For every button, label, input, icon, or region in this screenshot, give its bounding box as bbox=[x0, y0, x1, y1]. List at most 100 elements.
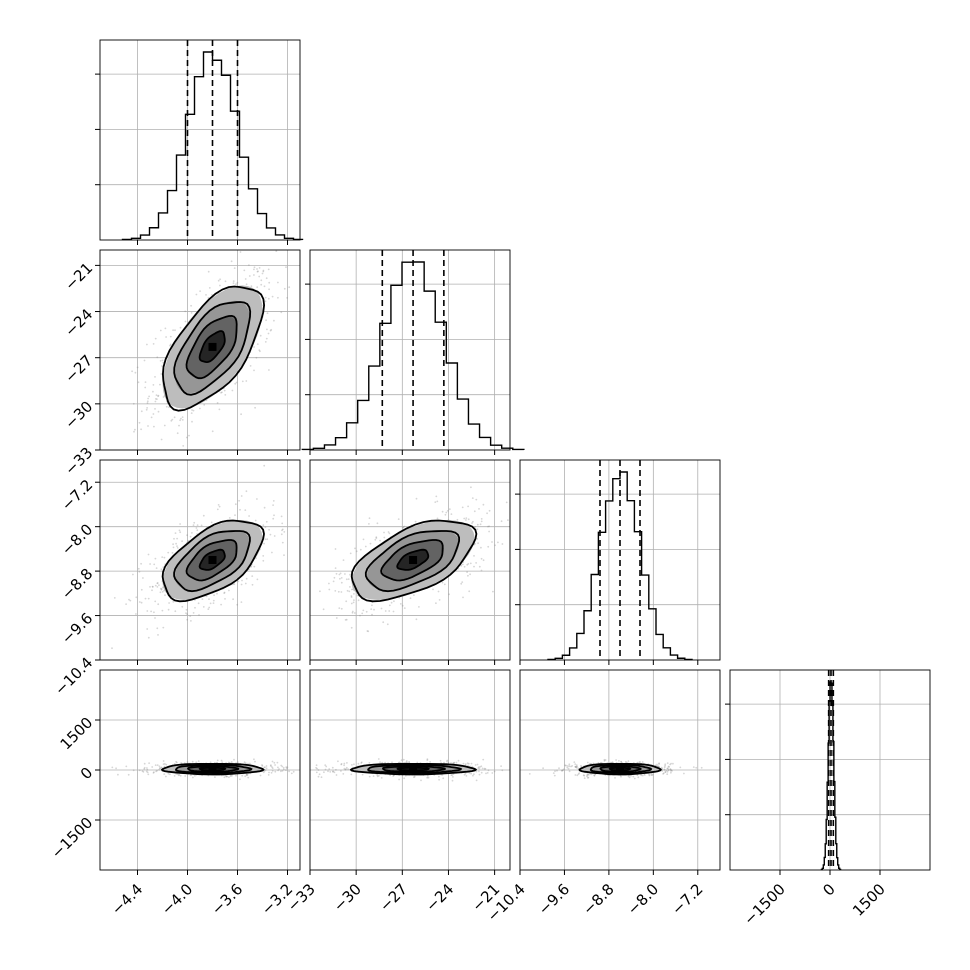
sample-point bbox=[337, 760, 339, 763]
sample-point bbox=[205, 294, 207, 296]
sample-point bbox=[337, 590, 340, 593]
sample-point bbox=[135, 596, 138, 599]
sample-point bbox=[219, 278, 222, 281]
sample-point bbox=[401, 604, 404, 607]
contour-level-0 bbox=[198, 548, 226, 571]
sample-point bbox=[132, 769, 135, 772]
sample-point bbox=[463, 773, 466, 776]
sample-point bbox=[586, 775, 588, 778]
sample-point bbox=[133, 430, 135, 433]
sample-point bbox=[145, 770, 148, 773]
sample-point bbox=[146, 402, 149, 404]
sample-point bbox=[245, 774, 248, 777]
sample-point bbox=[220, 603, 223, 606]
sample-point bbox=[228, 776, 230, 779]
sample-point bbox=[256, 343, 259, 345]
sample-point bbox=[239, 251, 242, 253]
sample-point bbox=[171, 552, 174, 554]
sample-point bbox=[456, 518, 459, 521]
sample-point bbox=[273, 319, 275, 322]
x-tick-label: −24 bbox=[422, 880, 457, 915]
sample-point bbox=[158, 767, 161, 770]
sample-point bbox=[491, 772, 494, 774]
sample-point bbox=[125, 765, 128, 768]
sample-point bbox=[171, 418, 174, 421]
sample-point bbox=[487, 525, 489, 528]
contour-level-2 bbox=[173, 530, 251, 593]
sample-point bbox=[402, 526, 405, 528]
sample-point bbox=[142, 771, 145, 773]
sample-point bbox=[192, 409, 195, 412]
sample-point bbox=[384, 761, 386, 764]
sample-point bbox=[186, 613, 189, 616]
sample-point bbox=[575, 764, 578, 766]
sample-point bbox=[432, 588, 434, 591]
sample-point bbox=[249, 762, 251, 765]
sample-point bbox=[413, 594, 415, 596]
sample-point bbox=[397, 518, 400, 520]
sample-point bbox=[345, 766, 348, 769]
contour-level-1 bbox=[187, 765, 240, 773]
sample-point bbox=[199, 407, 201, 410]
sample-point bbox=[437, 590, 440, 593]
sample-point bbox=[143, 768, 146, 770]
sample-point bbox=[127, 773, 130, 776]
sample-point bbox=[157, 395, 160, 398]
sample-point bbox=[235, 283, 237, 285]
contour-level-0 bbox=[396, 766, 430, 772]
histogram-panel-0 bbox=[95, 39, 304, 245]
sample-point bbox=[648, 774, 651, 777]
sample-point bbox=[155, 394, 158, 396]
sample-point bbox=[274, 764, 276, 766]
x-tick-label: −4.0 bbox=[158, 880, 196, 918]
sample-point bbox=[389, 774, 391, 777]
sample-point bbox=[492, 590, 494, 593]
sample-point bbox=[350, 773, 353, 776]
sample-point bbox=[182, 445, 185, 447]
sample-point bbox=[480, 518, 483, 520]
sample-point bbox=[232, 280, 235, 282]
sample-point bbox=[184, 320, 187, 323]
contour-level-3 bbox=[578, 763, 662, 776]
sample-point bbox=[288, 286, 291, 289]
sample-point bbox=[209, 761, 212, 764]
sample-point bbox=[234, 503, 237, 506]
sample-point bbox=[475, 562, 477, 564]
sample-point bbox=[160, 766, 163, 769]
sample-point bbox=[444, 513, 447, 516]
x-tick-label: −33 bbox=[284, 880, 319, 915]
sample-point bbox=[353, 763, 355, 766]
sample-point bbox=[146, 407, 149, 409]
sample-point bbox=[202, 514, 205, 517]
sample-point bbox=[208, 606, 211, 609]
sample-point bbox=[664, 763, 667, 766]
sample-point bbox=[253, 565, 256, 568]
sample-point bbox=[234, 514, 236, 516]
sample-point bbox=[244, 775, 247, 778]
y-tick-label: −10.4 bbox=[51, 654, 96, 699]
sample-point bbox=[369, 542, 372, 545]
sample-point bbox=[577, 773, 580, 776]
sample-point bbox=[256, 270, 259, 273]
sample-point bbox=[136, 366, 139, 369]
sample-point bbox=[593, 774, 596, 777]
sample-point bbox=[184, 775, 187, 777]
sample-point bbox=[318, 773, 321, 776]
sample-point bbox=[224, 598, 226, 600]
sample-point bbox=[176, 547, 179, 549]
sample-point bbox=[438, 599, 441, 601]
sample-point bbox=[261, 764, 263, 766]
sample-point bbox=[138, 601, 141, 603]
sample-point bbox=[338, 573, 341, 576]
sample-point bbox=[241, 380, 244, 383]
sample-point bbox=[349, 573, 351, 576]
x-tick-label: −27 bbox=[376, 880, 411, 915]
sample-point bbox=[170, 419, 173, 422]
sample-point bbox=[240, 413, 243, 416]
sample-point bbox=[333, 771, 336, 774]
sample-point bbox=[467, 574, 469, 577]
sample-point bbox=[245, 490, 248, 493]
x-tick-label: −3.6 bbox=[208, 880, 246, 918]
sample-point bbox=[426, 776, 429, 779]
